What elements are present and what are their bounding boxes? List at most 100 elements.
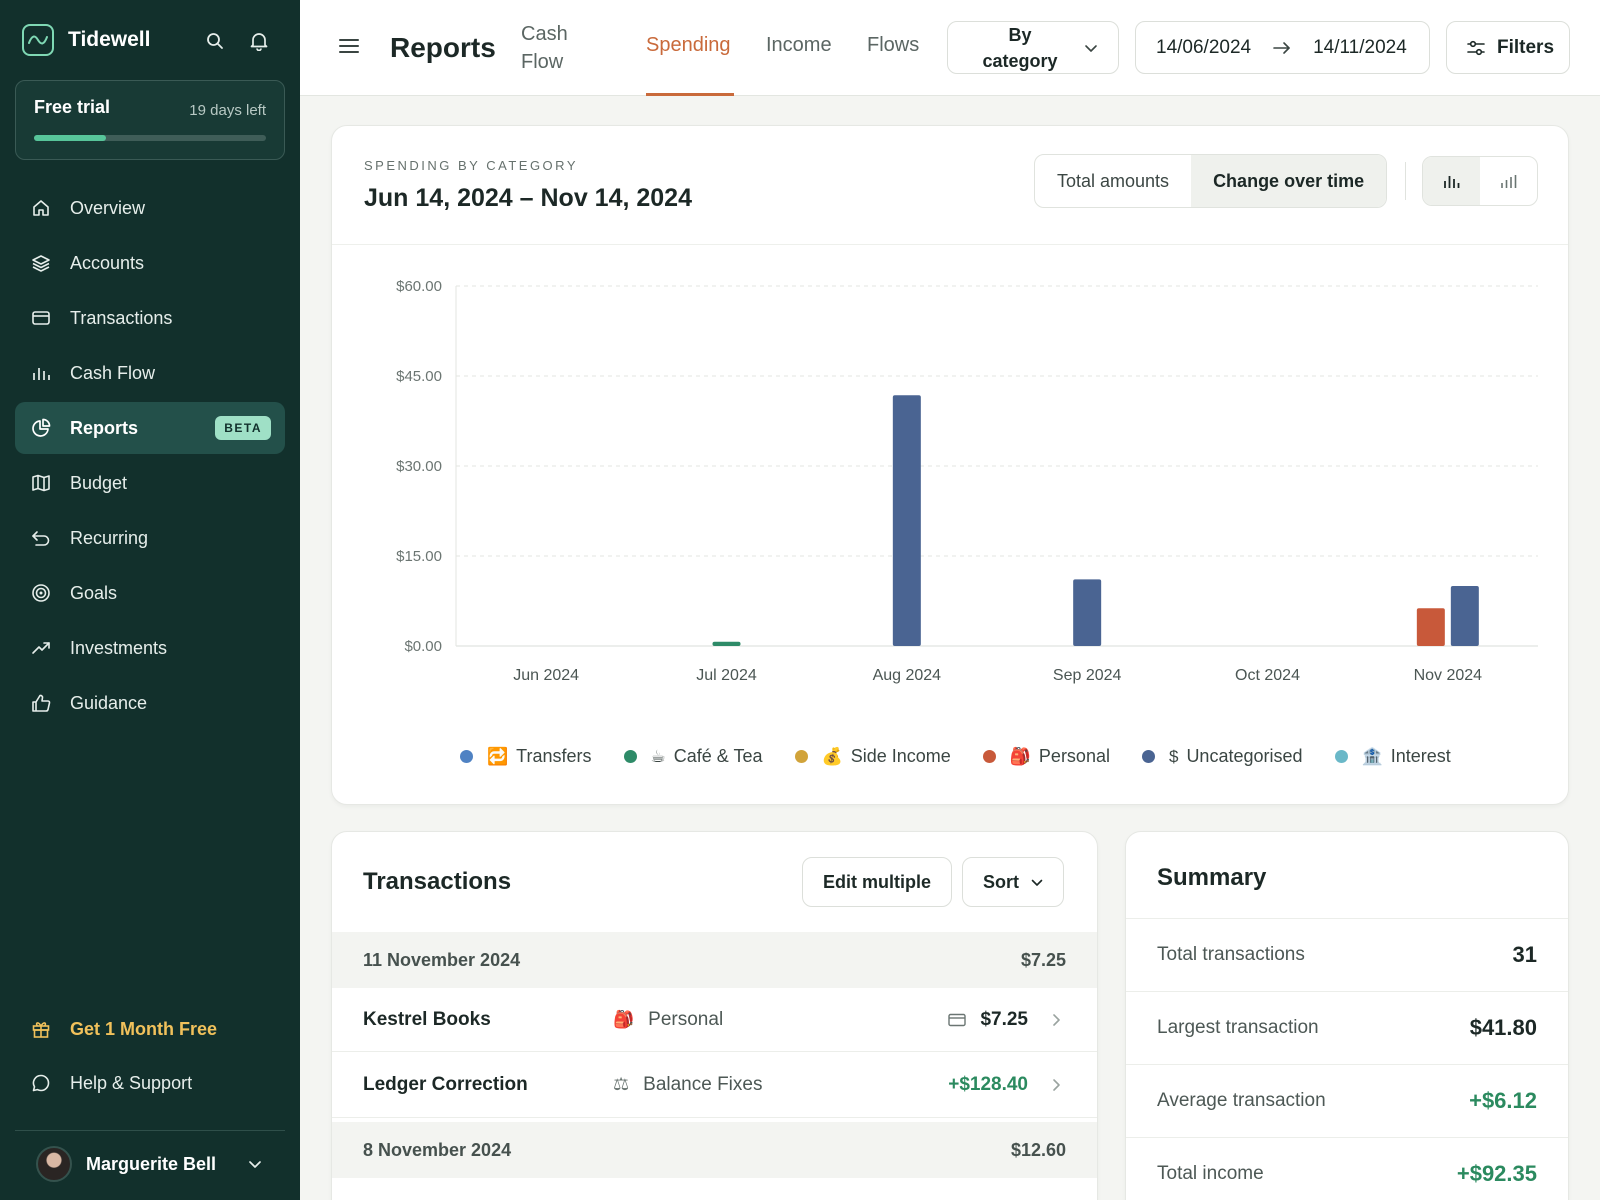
summary-label: Total transactions: [1157, 944, 1305, 965]
x-tick-label: Aug 2024: [873, 667, 942, 684]
group-by-line-2: category: [982, 50, 1058, 71]
sidebar-item-label: Investments: [70, 637, 168, 658]
sidebar-item-label: Guidance: [70, 692, 148, 713]
group-total: $7.25: [1020, 949, 1066, 970]
chart-bar: [1450, 586, 1479, 646]
y-tick-label: $60.00: [396, 278, 442, 295]
sidebar-item-guidance[interactable]: Guidance: [15, 677, 285, 729]
x-tick-label: Jul 2024: [696, 667, 757, 684]
bell-icon[interactable]: [246, 28, 272, 54]
sidebar-item-recurring[interactable]: Recurring: [15, 512, 285, 564]
legend-swatch: [1141, 750, 1155, 763]
legend-label: Transfers: [516, 746, 592, 766]
stacked-bars-view-button[interactable]: [1480, 157, 1537, 205]
chart-header-divider: [332, 244, 1568, 245]
table-row[interactable]: Ledger Correction ⚖ Balance Fixes +$128.…: [332, 1052, 1097, 1118]
sidebar-item-label: Budget: [70, 472, 128, 493]
search-icon[interactable]: [202, 28, 228, 54]
backpack-icon: 🎒: [613, 1009, 635, 1029]
category-label: Balance Fixes: [643, 1073, 763, 1095]
sidebar-item-transactions[interactable]: Transactions: [15, 292, 285, 344]
chart-bar: [1416, 608, 1445, 646]
spending-chart-card: SPENDING BY CATEGORY Jun 14, 2024 – Nov …: [331, 125, 1569, 805]
date-range-picker[interactable]: 14/06/2024 14/11/2024: [1135, 21, 1430, 74]
help-label: Help & Support: [70, 1072, 193, 1093]
trial-days-left: 19 days left: [189, 102, 266, 119]
sidebar-item-accounts[interactable]: Accounts: [15, 237, 285, 289]
legend-label: Café & Tea: [673, 746, 763, 766]
sort-button[interactable]: Sort: [962, 857, 1064, 907]
active-tab-indicator: [646, 93, 734, 96]
help-support-link[interactable]: Help & Support: [30, 1072, 192, 1094]
card-icon: [30, 307, 52, 329]
legend-icon: 💰: [821, 746, 843, 766]
tab-flows[interactable]: Flows: [867, 34, 920, 56]
chart-mode-toggle: Total amounts Change over time: [1034, 154, 1388, 208]
sidebar-item-goals[interactable]: Goals: [15, 567, 285, 619]
transaction-category[interactable]: 🎒 Personal: [613, 1009, 923, 1031]
legend-swatch: [794, 750, 808, 763]
sidebar-item-reports[interactable]: Reports BETA: [15, 402, 285, 454]
total-amounts-button[interactable]: Total amounts: [1057, 170, 1170, 191]
edit-multiple-button[interactable]: Edit multiple: [802, 857, 952, 907]
group-total: $12.60: [1010, 1139, 1066, 1160]
promo-label: Get 1 Month Free: [70, 1018, 218, 1039]
sidebar-item-cash-flow[interactable]: Cash Flow: [15, 347, 285, 399]
user-menu[interactable]: Marguerite Bell: [36, 1146, 262, 1182]
transaction-category[interactable]: ⚖ Balance Fixes: [613, 1074, 923, 1096]
chevron-right-icon: [1052, 1078, 1066, 1092]
sidebar: Tidewell Free trial 19 days left Overvie…: [0, 0, 300, 1200]
sidebar-item-label: Goals: [70, 582, 118, 603]
tidewell-logo-icon: [22, 24, 54, 56]
legend-icon: 🎒: [1009, 746, 1031, 766]
summary-card: Summary Total transactions 31 Largest tr…: [1125, 831, 1569, 1200]
tab-cash-flow[interactable]: Cash Flow: [521, 20, 568, 76]
hamburger-menu-icon[interactable]: [338, 36, 362, 60]
legend-item[interactable]: ☕ Café & Tea: [623, 746, 763, 767]
sort-label: Sort: [983, 871, 1019, 892]
sidebar-item-label: Transactions: [70, 307, 173, 328]
sidebar-item-budget[interactable]: Budget: [15, 457, 285, 509]
change-over-time-button[interactable]: Change over time: [1191, 155, 1387, 207]
brand[interactable]: Tidewell: [22, 24, 150, 56]
table-row[interactable]: Kestrel Books 🎒 Personal $7.25: [332, 988, 1097, 1052]
transaction-merchant: Ledger Correction: [363, 1073, 528, 1095]
legend-item[interactable]: 💰 Side Income: [794, 746, 951, 767]
get-month-free-link[interactable]: Get 1 Month Free: [30, 1018, 217, 1040]
y-tick-label: $30.00: [396, 458, 442, 475]
edit-multiple-label: Edit multiple: [823, 871, 931, 892]
legend-item[interactable]: 🎒 Personal: [982, 746, 1110, 767]
page-title: Reports: [390, 32, 496, 63]
legend-item[interactable]: 🏦 Interest: [1334, 746, 1451, 767]
sidebar-item-investments[interactable]: Investments: [15, 622, 285, 674]
legend-icon: $: [1168, 746, 1179, 766]
free-trial-card[interactable]: Free trial 19 days left: [15, 80, 285, 160]
chevron-right-icon: [1052, 1013, 1066, 1027]
legend-item[interactable]: 🔁 Transfers: [460, 746, 592, 767]
sidebar-item-label: Cash Flow: [70, 362, 156, 383]
tab-income[interactable]: Income: [766, 34, 832, 56]
legend-label: Side Income: [850, 746, 951, 766]
chart-kicker: SPENDING BY CATEGORY: [364, 158, 578, 173]
legend-swatch: [460, 750, 473, 763]
chart-legend: 🔁 Transfers ☕ Café & Tea 💰 Side Income 🎒 Person…: [460, 746, 1451, 767]
chart-bar: [892, 395, 921, 646]
summary-value: $41.80: [1469, 1015, 1537, 1040]
legend-icon: 🏦: [1361, 746, 1383, 766]
legend-item[interactable]: $ Uncategorised: [1141, 746, 1303, 767]
legend-label: Personal: [1038, 746, 1110, 766]
x-tick-label: Sep 2024: [1053, 667, 1122, 684]
y-tick-label: $45.00: [396, 368, 442, 385]
tab-spending[interactable]: Spending: [646, 34, 731, 56]
chevron-down-icon: [248, 1159, 262, 1169]
sidebar-item-label: Accounts: [70, 252, 145, 273]
chevron-down-icon: [1031, 878, 1043, 887]
avatar: [36, 1146, 72, 1182]
legend-swatch: [1334, 750, 1348, 763]
grouped-bars-view-button[interactable]: [1423, 157, 1480, 205]
sidebar-item-overview[interactable]: Overview: [15, 182, 285, 234]
filters-button[interactable]: Filters: [1446, 21, 1570, 74]
group-by-select[interactable]: By category: [947, 21, 1119, 74]
summary-label: Total income: [1157, 1163, 1264, 1184]
transactions-card: Transactions Edit multiple Sort 11 Novem…: [331, 831, 1098, 1200]
